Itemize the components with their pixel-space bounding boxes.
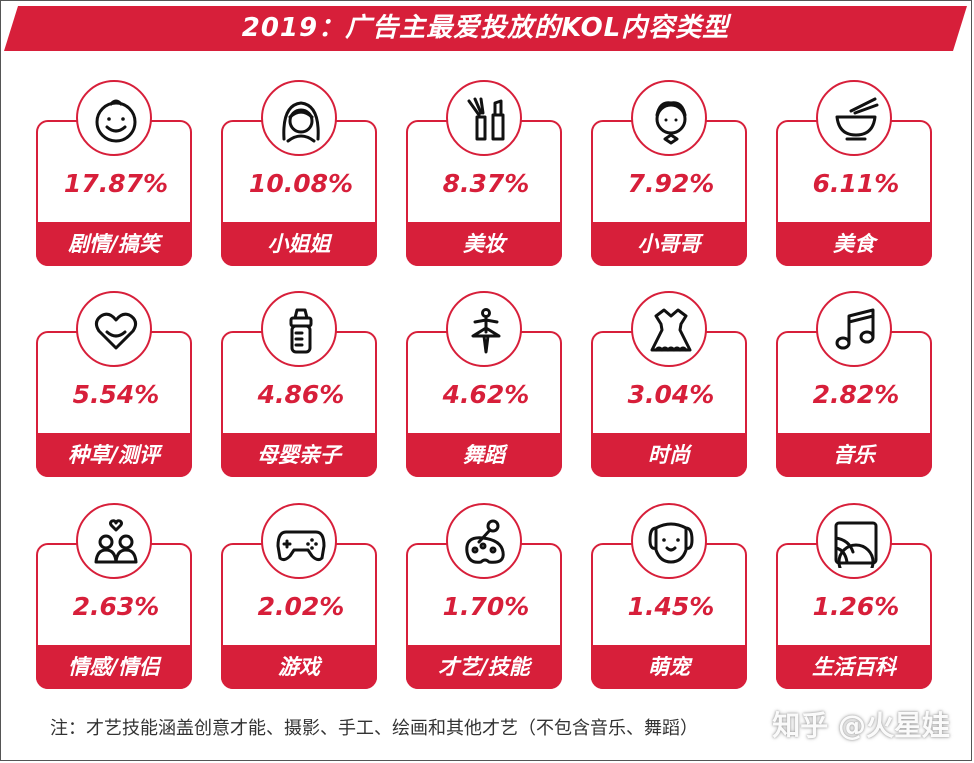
category-card: 17.87% 剧情/搞笑 — [36, 80, 192, 266]
couple-icon — [94, 519, 138, 564]
category-label: 音乐 — [776, 433, 932, 477]
icon-badge — [261, 291, 337, 367]
icon-badge — [631, 503, 707, 579]
category-label: 小哥哥 — [591, 222, 747, 266]
bowl-icon — [835, 97, 879, 141]
category-card: 4.62% 舞蹈 — [406, 291, 562, 477]
dancer-icon — [471, 308, 501, 354]
percentage-value: 8.37% — [442, 169, 530, 198]
category-label: 剧情/搞笑 — [36, 222, 192, 266]
category-card: 3.04% 时尚 — [591, 291, 747, 477]
category-card: 2.02% 游戏 — [221, 503, 377, 689]
icon-badge — [261, 80, 337, 156]
icon-badge — [446, 291, 522, 367]
category-card: 1.45% 萌宠 — [591, 503, 747, 689]
watermark: 知乎 @火星娃 — [772, 709, 950, 742]
category-label: 情感/情侣 — [36, 645, 192, 689]
category-card: 5.54% 种草/测评 — [36, 291, 192, 477]
category-label: 游戏 — [221, 645, 377, 689]
category-card: 2.63% 情感/情侣 — [36, 503, 192, 689]
category-label: 生活百科 — [776, 645, 932, 689]
icon-badge — [816, 291, 892, 367]
icon-badge — [816, 80, 892, 156]
percentage-value: 1.45% — [627, 592, 715, 621]
icon-badge — [76, 80, 152, 156]
percentage-value: 17.87% — [63, 169, 169, 198]
category-label: 美妆 — [406, 222, 562, 266]
category-card: 6.11% 美食 — [776, 80, 932, 266]
percentage-value: 3.04% — [627, 380, 715, 409]
dress-icon — [650, 308, 692, 352]
category-label: 时尚 — [591, 433, 747, 477]
puppy-icon — [648, 522, 694, 564]
category-label: 才艺/技能 — [406, 645, 562, 689]
girl-icon — [282, 101, 320, 143]
music-note-icon — [835, 308, 875, 350]
palette-icon — [465, 519, 505, 564]
page-title: 2019：广告主最爱投放的KOL内容类型 — [241, 13, 730, 43]
icon-badge — [446, 80, 522, 156]
percentage-value: 2.82% — [812, 380, 900, 409]
icon-badge — [76, 291, 152, 367]
footnote: 注：才艺技能涵盖创意才能、摄影、手工、绘画和其他才艺（不包含音乐、舞蹈） — [50, 718, 698, 739]
boy-icon — [655, 101, 687, 145]
category-card: 1.70% 才艺/技能 — [406, 503, 562, 689]
category-label: 母婴亲子 — [221, 433, 377, 477]
banner-shape — [4, 6, 967, 51]
icon-badge — [76, 503, 152, 579]
category-label: 萌宠 — [591, 645, 747, 689]
picture-icon — [834, 521, 878, 568]
percentage-value: 4.86% — [257, 380, 345, 409]
percentage-value: 1.26% — [812, 592, 900, 621]
heart-icon — [94, 312, 138, 350]
percentage-value: 7.92% — [627, 169, 715, 198]
percentage-value: 5.54% — [72, 380, 160, 409]
smiley-icon — [95, 99, 137, 143]
category-card: 7.92% 小哥哥 — [591, 80, 747, 266]
category-label: 美食 — [776, 222, 932, 266]
title-banner: 2019：广告主最爱投放的KOL内容类型 — [4, 6, 967, 51]
percentage-value: 1.70% — [442, 592, 530, 621]
category-label: 舞蹈 — [406, 433, 562, 477]
percentage-value: 4.62% — [442, 380, 530, 409]
category-card: 10.08% 小姐姐 — [221, 80, 377, 266]
percentage-value: 2.02% — [257, 592, 345, 621]
category-label: 种草/测评 — [36, 433, 192, 477]
icon-badge — [816, 503, 892, 579]
icon-badge — [446, 503, 522, 579]
icon-badge — [261, 503, 337, 579]
percentage-value: 10.08% — [248, 169, 354, 198]
makeup-icon — [467, 97, 505, 141]
category-card: 4.86% 母婴亲子 — [221, 291, 377, 477]
category-card: 2.82% 音乐 — [776, 291, 932, 477]
percentage-value: 6.11% — [812, 169, 900, 198]
gamepad-icon — [276, 530, 326, 562]
category-card: 8.37% 美妆 — [406, 80, 562, 266]
baby-bottle-icon — [289, 308, 313, 354]
category-label: 小姐姐 — [221, 222, 377, 266]
percentage-value: 2.63% — [72, 592, 160, 621]
icon-badge — [631, 291, 707, 367]
icon-badge — [631, 80, 707, 156]
category-card: 1.26% 生活百科 — [776, 503, 932, 689]
